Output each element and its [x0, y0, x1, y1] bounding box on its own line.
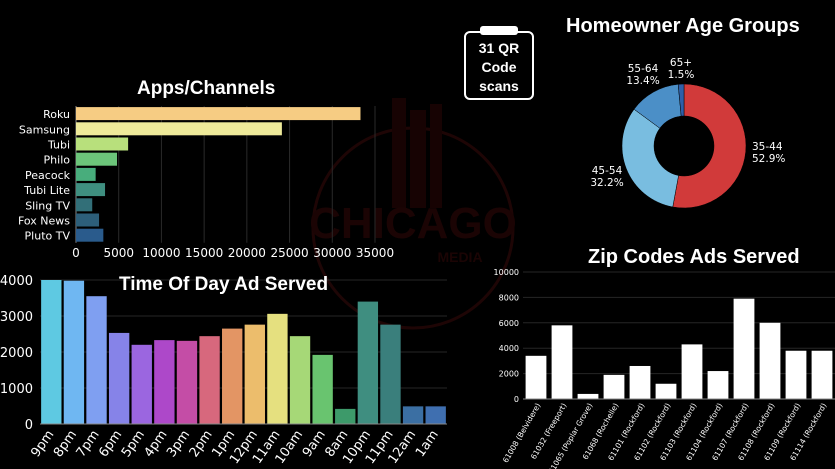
clipboard-clip-icon	[480, 26, 518, 35]
time-bar	[199, 336, 220, 424]
age-slice	[621, 108, 679, 208]
zip-y-tick: 4000	[499, 344, 519, 353]
apps-bar	[76, 198, 93, 212]
time-bar	[41, 280, 62, 424]
watermark-tower-3	[430, 104, 442, 208]
apps-x-tick: 35000	[356, 246, 394, 260]
apps-x-tick: 5000	[103, 246, 134, 260]
time-bar	[380, 324, 401, 424]
time-bar	[86, 296, 107, 424]
time-bar	[154, 340, 175, 424]
watermark-tower-1	[392, 98, 406, 208]
apps-y-tick: Tubi Lite	[23, 184, 70, 197]
apps-x-tick: 25000	[270, 246, 308, 260]
time-bar	[244, 324, 265, 424]
time-bar	[402, 406, 424, 424]
apps-y-tick: Philo	[44, 154, 71, 167]
apps-bar	[76, 107, 361, 121]
time-y-tick: 1000	[0, 382, 33, 397]
zip-bar	[629, 365, 651, 399]
apps-y-tick: Sling TV	[25, 199, 70, 212]
apps-bar	[76, 183, 106, 197]
time-bar	[131, 344, 152, 424]
apps-chart-title: Apps/Channels	[137, 78, 276, 99]
age-chart-title: Homeowner Age Groups	[566, 15, 800, 37]
apps-y-tick: Peacock	[25, 169, 71, 182]
apps-y-tick: Tubi	[47, 139, 70, 152]
watermark-text: CHICAGO	[309, 199, 517, 248]
time-y-tick: 0	[25, 418, 33, 433]
zip-bar	[681, 344, 703, 399]
time-y-tick: 3000	[0, 310, 33, 325]
time-bar	[108, 332, 130, 424]
apps-x-tick: 0	[72, 246, 80, 260]
zip-y-tick: 0	[514, 395, 519, 404]
zip-bar	[733, 298, 755, 399]
age-slice-pct: 32.2%	[590, 177, 623, 189]
watermark-subtext: MEDIA	[437, 249, 482, 265]
zip-y-tick: 6000	[499, 319, 519, 328]
zip-y-tick: 10000	[494, 268, 519, 277]
zip-bar	[655, 383, 677, 399]
apps-bar	[76, 213, 100, 227]
apps-x-tick: 15000	[185, 246, 223, 260]
time-chart-title: Time Of Day Ad Served	[119, 274, 329, 295]
zip-bar	[603, 374, 625, 399]
apps-y-tick: Fox News	[18, 215, 70, 228]
apps-bar	[76, 152, 118, 166]
zip-bar	[551, 325, 573, 399]
apps-bar	[76, 122, 282, 136]
zip-bar	[525, 355, 547, 399]
time-bar	[63, 280, 85, 424]
age-slice	[672, 83, 747, 209]
time-y-tick: 4000	[0, 274, 33, 289]
time-y-tick: 2000	[0, 346, 33, 361]
watermark-tower-2	[410, 110, 426, 208]
qr-line-3: scans	[479, 78, 519, 94]
apps-bar	[76, 228, 104, 242]
apps-x-tick: 30000	[313, 246, 351, 260]
age-slice-label: 65+	[670, 57, 692, 69]
qr-scans-callout: 31 QR Code scans	[464, 26, 534, 100]
apps-bar	[76, 167, 96, 181]
time-bar	[335, 408, 356, 424]
age-slice-pct: 1.5%	[668, 69, 695, 81]
apps-bar	[76, 137, 129, 151]
zip-bar	[759, 322, 781, 399]
age-slice	[677, 83, 685, 117]
zip-bar	[785, 350, 807, 399]
time-bar	[222, 328, 243, 424]
apps-y-tick: Samsung	[19, 123, 70, 136]
time-bar	[176, 340, 198, 424]
time-bar	[267, 313, 288, 424]
zip-bar	[811, 350, 833, 399]
zip-bar	[707, 371, 729, 399]
apps-y-tick: Pluto TV	[25, 230, 71, 243]
age-slice-label: 45-54	[592, 165, 623, 177]
time-bar	[357, 301, 379, 424]
apps-x-tick: 10000	[142, 246, 180, 260]
qr-line-2: Code	[481, 59, 517, 75]
time-bar	[425, 406, 446, 424]
age-slice-label: 55-64	[628, 63, 659, 75]
apps-x-tick: 20000	[228, 246, 266, 260]
time-bar	[312, 354, 333, 424]
qr-line-1: 31 QR	[478, 40, 520, 56]
zip-bar	[577, 393, 599, 399]
watermark-ring	[311, 126, 515, 330]
time-bar	[289, 336, 311, 424]
age-slice-pct: 52.9%	[752, 153, 785, 165]
zip-y-tick: 8000	[499, 293, 519, 302]
age-slice-pct: 13.4%	[626, 75, 659, 87]
age-slice-label: 35-44	[752, 141, 783, 153]
apps-y-tick: Roku	[43, 108, 70, 121]
zip-y-tick: 2000	[499, 370, 519, 379]
zip-chart-title: Zip Codes Ads Served	[588, 246, 800, 268]
